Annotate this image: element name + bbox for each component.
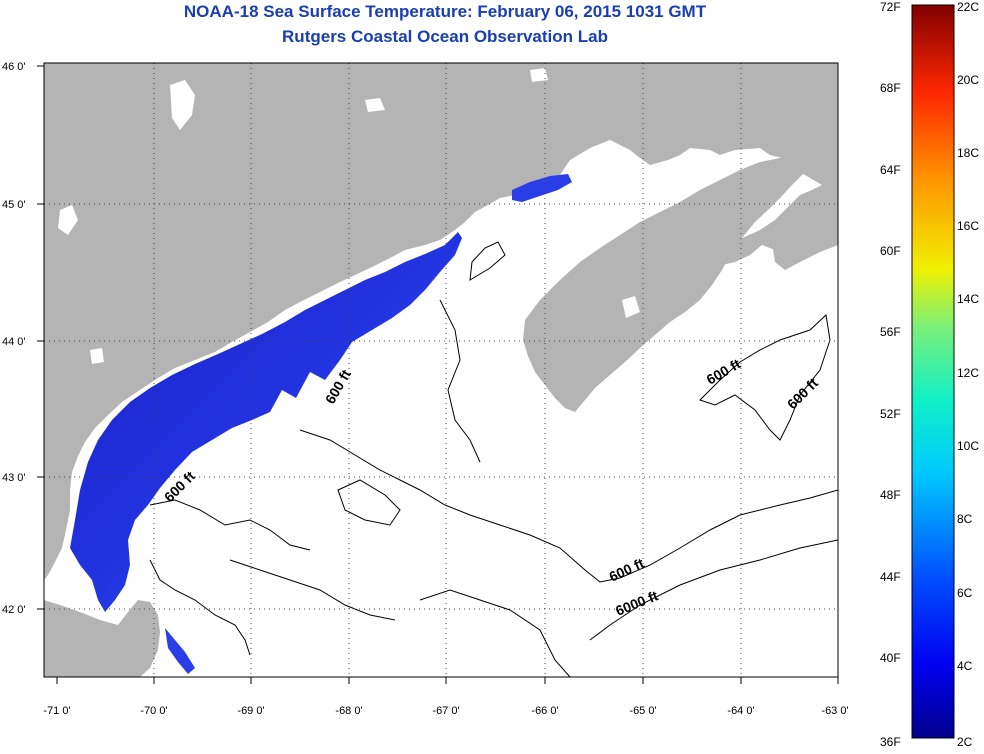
colorbar-f-label: 40F [880, 651, 901, 665]
colorbar-f-label: 60F [880, 244, 901, 258]
lat-label: 42 0' [2, 604, 26, 616]
colorbar [911, 4, 955, 739]
lon-label: -68 0' [335, 705, 362, 717]
colorbar-f-label: 48F [880, 488, 901, 502]
land-cape-breton [770, 200, 838, 270]
lake [365, 98, 385, 112]
depth-contours [149, 241, 838, 677]
lon-label: -64 0' [727, 705, 754, 717]
lon-label: -66 0' [531, 705, 558, 717]
colorbar-c-label: 4C [957, 659, 973, 673]
lat-label: 46 0' [2, 61, 26, 73]
lat-label: 43 0' [2, 472, 26, 484]
sst-coverage [512, 174, 572, 202]
sst-coverage [165, 628, 195, 674]
map-subtitle: Rutgers Coastal Ocean Observation Lab [282, 27, 608, 46]
colorbar-f-label: 44F [880, 570, 901, 584]
lon-label: -67 0' [432, 705, 459, 717]
colorbar-f-label: 56F [880, 325, 901, 339]
sst-coverage [70, 232, 462, 612]
colorbar-c-label: 14C [957, 292, 980, 306]
colorbar-f-label: 64F [880, 163, 901, 177]
map-title: NOAA-18 Sea Surface Temperature: Februar… [183, 2, 707, 21]
colorbar-c-label: 10C [957, 439, 980, 453]
colorbar-c-label: 16C [957, 219, 980, 233]
colorbar-f-label: 72F [880, 0, 901, 14]
land-mainland [44, 63, 838, 580]
colorbar-c-label: 20C [957, 73, 980, 87]
lat-label: 44 0' [2, 336, 26, 348]
colorbar-c-label: 8C [957, 512, 973, 526]
plot-frame [43, 62, 839, 678]
lon-label: -65 0' [629, 705, 656, 717]
colorbar-c-label: 12C [957, 366, 980, 380]
colorbar-f-label: 36F [880, 735, 901, 749]
lake [90, 348, 104, 364]
lake [58, 205, 78, 235]
lon-label: -71 0' [43, 705, 70, 717]
land-cape-cod [44, 600, 160, 677]
lon-label: -69 0' [237, 705, 264, 717]
colorbar-f-label: 52F [880, 407, 901, 421]
lake [622, 296, 640, 318]
lake [530, 68, 548, 82]
colorbar-c-label: 18C [957, 146, 980, 160]
lat-label: 45 0' [2, 199, 26, 211]
colorbar-f-label: 68F [880, 81, 901, 95]
colorbar-c-label: 22C [957, 0, 980, 14]
lake [170, 80, 195, 130]
tick-marks [37, 65, 839, 684]
lon-label: -63 0' [821, 705, 848, 717]
lon-label: -70 0' [140, 705, 167, 717]
colorbar-c-label: 2C [957, 735, 973, 749]
land-nova-scotia [523, 155, 812, 412]
colorbar-c-label: 6C [957, 586, 973, 600]
